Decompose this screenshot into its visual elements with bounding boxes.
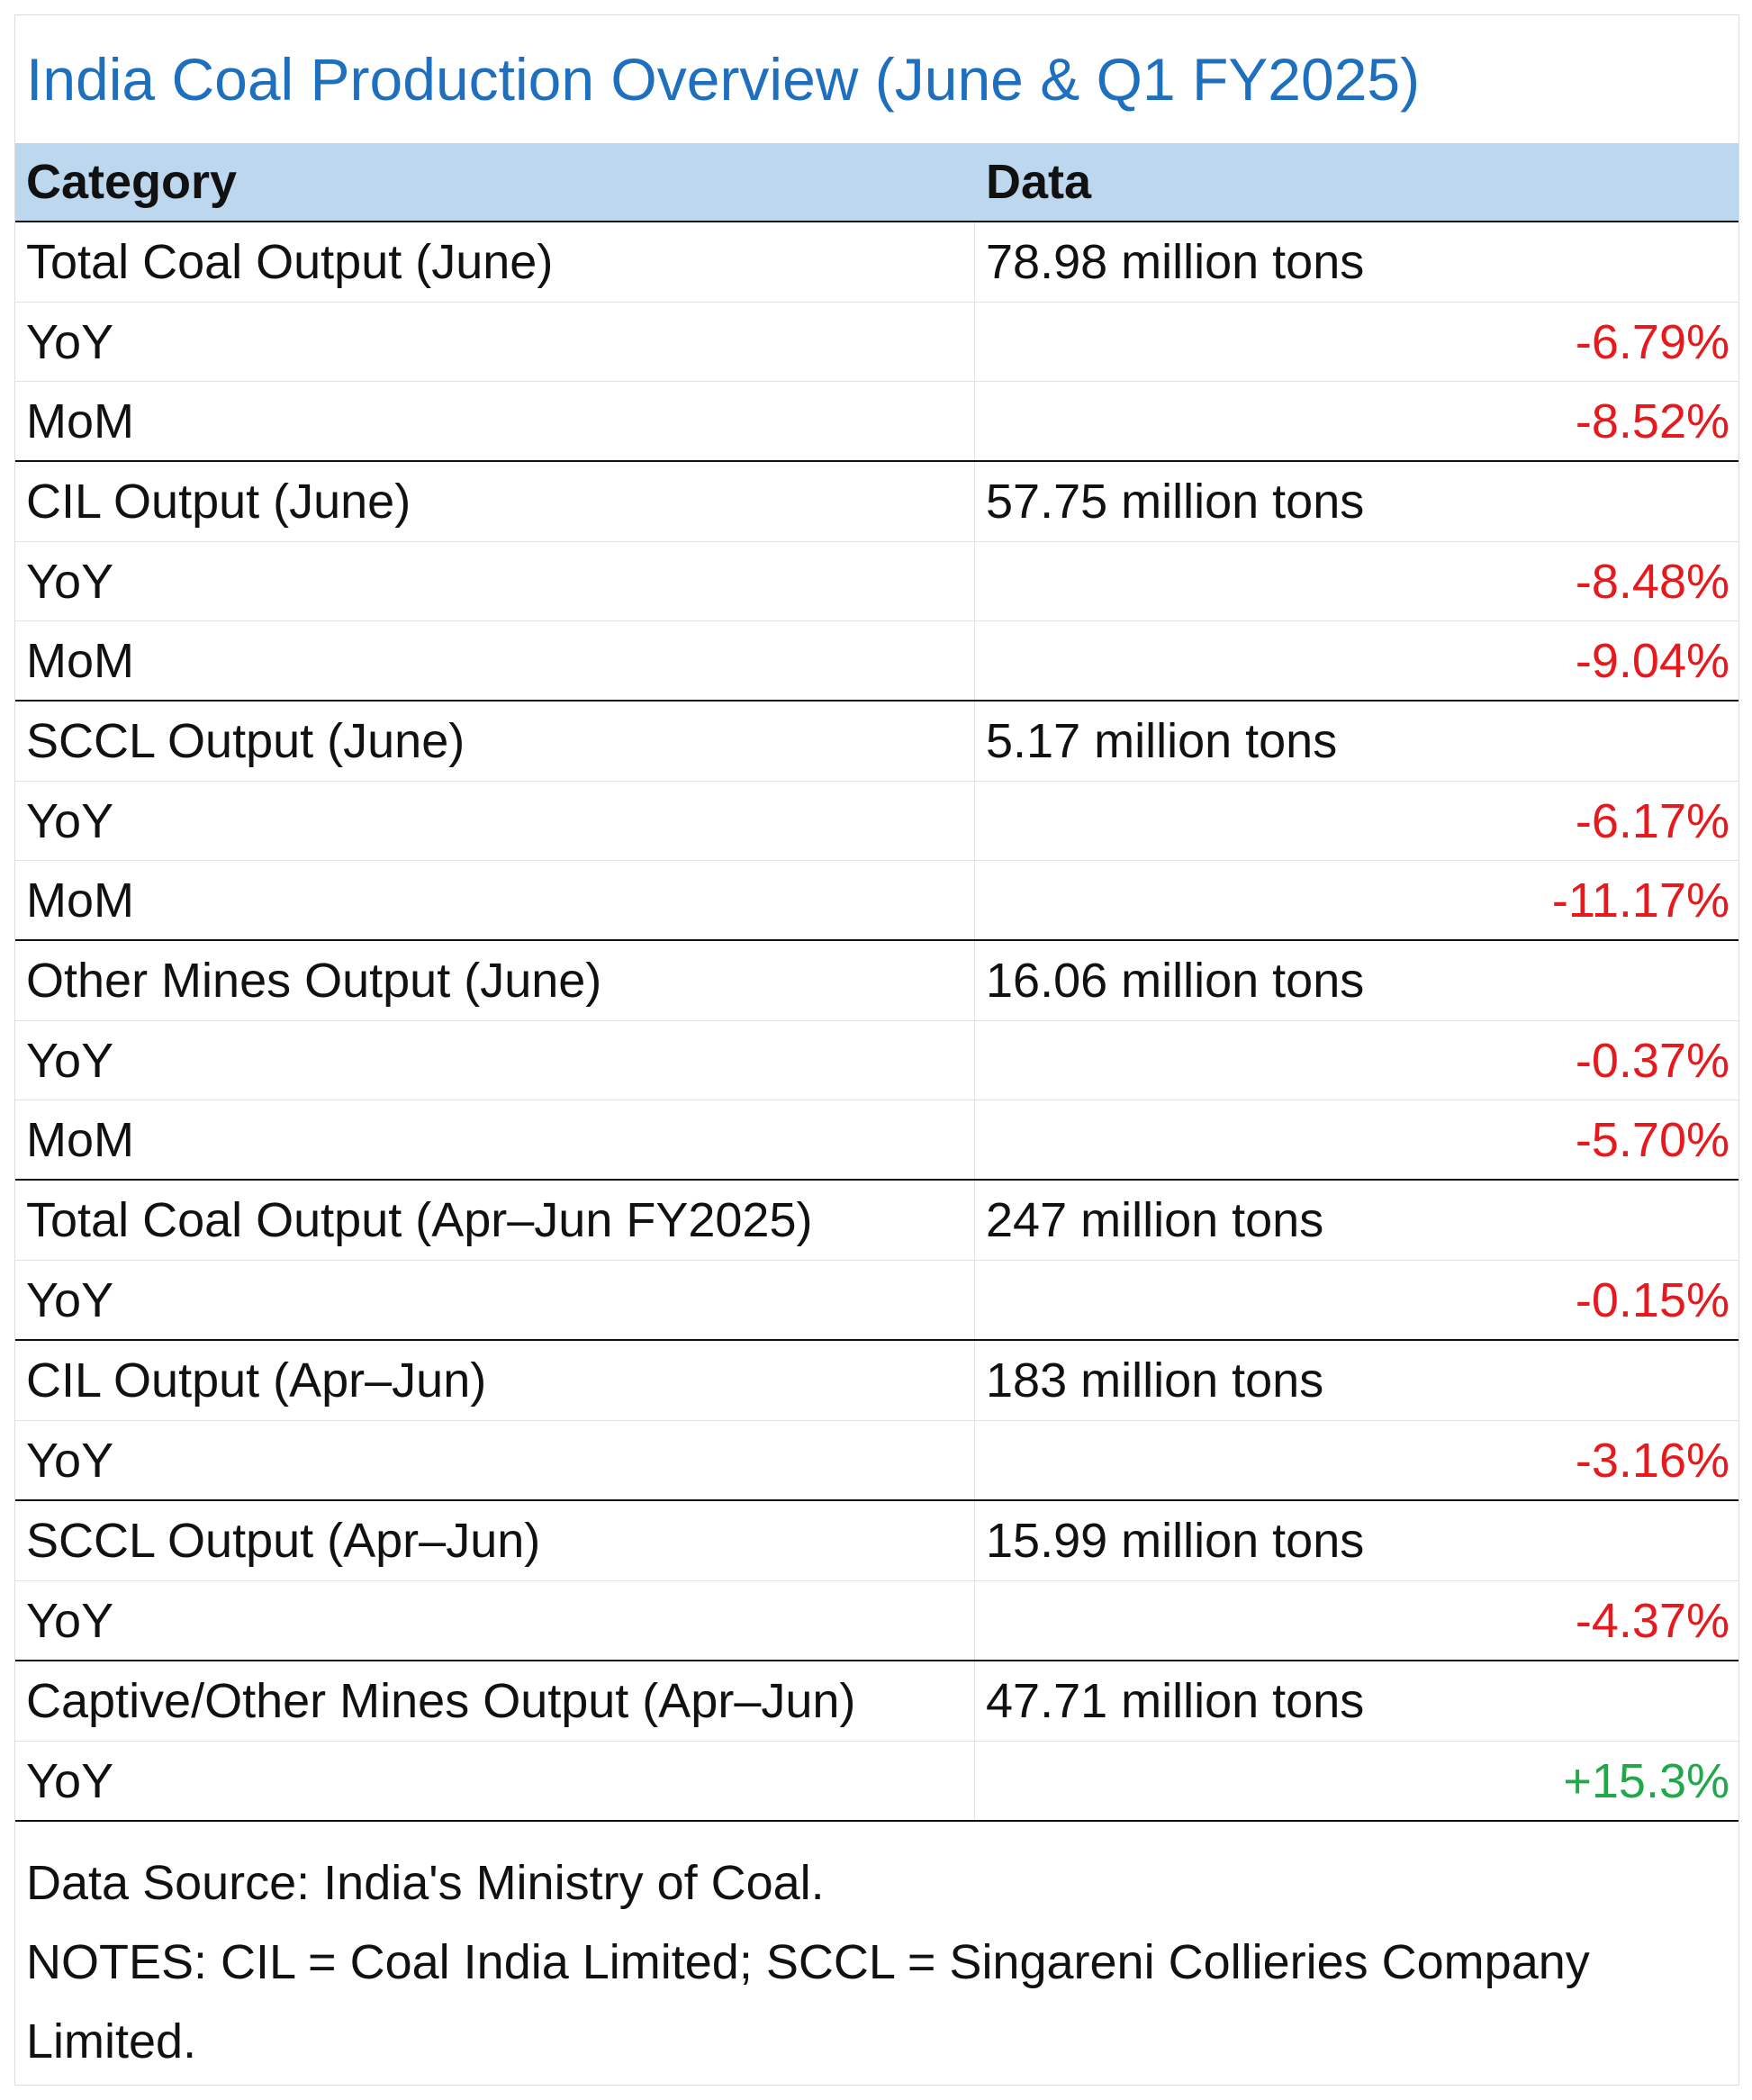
metric-label-cell: MoM — [15, 382, 975, 460]
table-row: Total Coal Output (June) 78.98 million to… — [15, 222, 1738, 302]
table-row: YoY -4.37% — [15, 1580, 1738, 1660]
table-row: MoM -9.04% — [15, 620, 1738, 700]
metric-label-cell: YoY — [15, 303, 975, 381]
table-row-group: SCCL Output (Apr–Jun) 15.99 million tons Y… — [15, 1501, 1738, 1661]
table-row: YoY -0.37% — [15, 1020, 1738, 1100]
table-row: YoY -6.79% — [15, 302, 1738, 381]
table-row: CIL Output (Apr–Jun) 183 million tons — [15, 1341, 1738, 1420]
change-percent-cell: -6.17% — [1575, 794, 1729, 848]
value-cell: 57.75 million tons — [986, 475, 1365, 529]
table-row: YoY -0.15% — [15, 1260, 1738, 1339]
value-cell: 47.71 million tons — [986, 1674, 1365, 1728]
category-cell: CIL Output (Apr–Jun) — [15, 1341, 975, 1420]
table-row: YoY +15.3% — [15, 1741, 1738, 1820]
change-percent-cell: -8.48% — [1575, 555, 1729, 609]
category-cell: Total Coal Output (June) — [15, 222, 975, 302]
change-percent-cell: -8.52% — [1575, 394, 1729, 448]
table-row: YoY -6.17% — [15, 781, 1738, 860]
metric-label-cell: MoM — [15, 861, 975, 939]
category-cell: SCCL Output (June) — [15, 702, 975, 781]
metric-label-cell: YoY — [15, 542, 975, 620]
metric-label-cell: YoY — [15, 1261, 975, 1339]
table-row: Other Mines Output (June) 16.06 million t… — [15, 941, 1738, 1020]
table-footer: Data Source: India's Ministry of Coal. N… — [15, 1824, 1738, 2085]
change-percent-cell: -6.79% — [1575, 315, 1729, 369]
table-row: SCCL Output (Apr–Jun) 15.99 million tons — [15, 1501, 1738, 1580]
table-header-row: Category Data — [15, 143, 1738, 222]
category-cell: Total Coal Output (Apr–Jun FY2025) — [15, 1181, 975, 1260]
change-percent-cell: -0.15% — [1575, 1273, 1729, 1327]
table-body: Total Coal Output (June) 78.98 million to… — [15, 222, 1738, 1824]
table-row-group: Other Mines Output (June) 16.06 million t… — [15, 941, 1738, 1181]
table-row-group: CIL Output (Apr–Jun) 183 million tons YoY -… — [15, 1341, 1738, 1501]
value-cell: 15.99 million tons — [986, 1514, 1365, 1568]
abbreviation-notes: NOTES: CIL = Coal India Limited; SCCL = … — [26, 1935, 1590, 2068]
table-row: YoY -8.48% — [15, 541, 1738, 620]
value-cell: 183 million tons — [986, 1353, 1324, 1408]
table-row: MoM -11.17% — [15, 860, 1738, 939]
table-row-group: CIL Output (June) 57.75 million tons YoY -8… — [15, 462, 1738, 702]
metric-label-cell: YoY — [15, 1581, 975, 1660]
change-percent-cell: -5.70% — [1575, 1113, 1729, 1167]
coal-production-table: India Coal Production Overview (June & Q… — [14, 14, 1739, 2086]
table-row-group: Total Coal Output (June) 78.98 million to… — [15, 222, 1738, 462]
value-cell: 5.17 million tons — [986, 714, 1338, 768]
category-cell: Captive/Other Mines Output (Apr–Jun) — [15, 1661, 975, 1741]
table-row: YoY -3.16% — [15, 1420, 1738, 1499]
category-cell: Other Mines Output (June) — [15, 941, 975, 1020]
table-row-group: SCCL Output (June) 5.17 million tons YoY -6… — [15, 702, 1738, 941]
data-source-note: Data Source: India's Ministry of Coal. — [26, 1856, 825, 1910]
category-cell: CIL Output (June) — [15, 462, 975, 541]
table-row: Captive/Other Mines Output (Apr–Jun) 47.7… — [15, 1661, 1738, 1741]
metric-label-cell: MoM — [15, 621, 975, 700]
table-row-group: Total Coal Output (Apr–Jun FY2025) 247 mi… — [15, 1181, 1738, 1341]
metric-label-cell: YoY — [15, 1421, 975, 1499]
table-row: CIL Output (June) 57.75 million tons — [15, 462, 1738, 541]
change-percent-cell: -0.37% — [1575, 1034, 1729, 1088]
table-row: MoM -5.70% — [15, 1100, 1738, 1179]
metric-label-cell: MoM — [15, 1100, 975, 1179]
table-row: MoM -8.52% — [15, 381, 1738, 460]
change-percent-cell: -11.17% — [1551, 873, 1729, 928]
column-header-data: Data — [986, 155, 1092, 209]
category-cell: SCCL Output (Apr–Jun) — [15, 1501, 975, 1580]
change-percent-cell: -4.37% — [1575, 1594, 1729, 1648]
table-row: SCCL Output (June) 5.17 million tons — [15, 702, 1738, 781]
metric-label-cell: YoY — [15, 1021, 975, 1100]
table-title: India Coal Production Overview (June & Q… — [26, 46, 1421, 113]
value-cell: 78.98 million tons — [986, 235, 1365, 289]
metric-label-cell: YoY — [15, 1742, 975, 1820]
value-cell: 16.06 million tons — [986, 954, 1365, 1008]
table-row-group: Captive/Other Mines Output (Apr–Jun) 47.7… — [15, 1661, 1738, 1822]
metric-label-cell: YoY — [15, 782, 975, 860]
column-header-category: Category — [26, 155, 238, 209]
change-percent-cell: -3.16% — [1575, 1434, 1729, 1488]
value-cell: 247 million tons — [986, 1193, 1324, 1247]
change-percent-cell: -9.04% — [1575, 634, 1729, 688]
table-row: Total Coal Output (Apr–Jun FY2025) 247 mi… — [15, 1181, 1738, 1260]
change-percent-cell: +15.3% — [1563, 1754, 1729, 1808]
